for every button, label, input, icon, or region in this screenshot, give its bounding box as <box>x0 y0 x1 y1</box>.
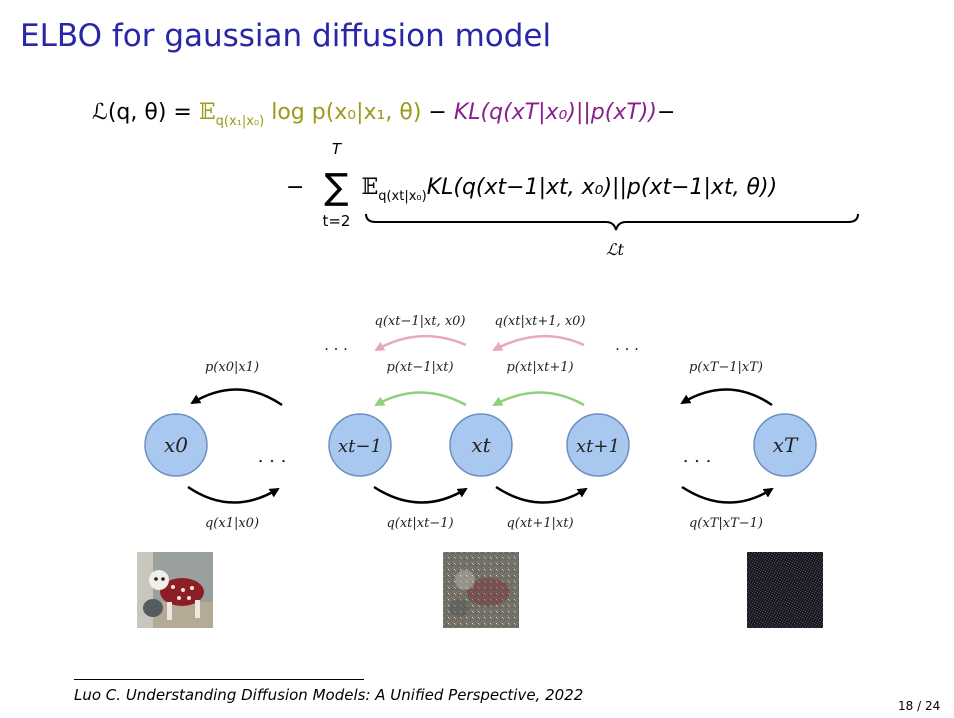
node-label-xt-minus-1: xt−1 <box>338 436 382 457</box>
black-bottom-arrow-3 <box>495 485 588 504</box>
label-p-xt-minus-1-given-xt: p(xt−1|xt) <box>386 360 453 375</box>
node-label-xt: xt <box>471 433 491 457</box>
sum-sigma: ∑ <box>324 167 349 208</box>
leading-minus: − <box>286 175 312 200</box>
node-x0 <box>144 413 208 477</box>
elbo-lhs: ℒ(q, θ) = <box>92 100 199 125</box>
label-q-xt-minus-1-given-xt-x0: q(xt−1|xt, x0) <box>375 314 466 329</box>
expectation-symbol-2: 𝔼 <box>361 175 379 200</box>
label-q-xt-plus-1-given-xt: q(xt+1|xt) <box>506 516 573 531</box>
black-bottom-arrow-1 <box>187 485 280 504</box>
summation: T ∑ t=2 <box>311 140 361 230</box>
trailing-minus: − <box>656 100 676 125</box>
black-bottom-arrow-2 <box>373 485 468 504</box>
underbrace <box>365 213 859 231</box>
ellipsis-top-left: . . . <box>324 336 348 354</box>
green-arrow-1 <box>374 391 467 407</box>
footnote-citation: Luo C. Understanding Diffusion Models: A… <box>74 686 584 704</box>
label-q-xT-given-xT-minus-1: q(xT|xT−1) <box>689 516 763 531</box>
node-xT <box>753 413 817 477</box>
noisy-dog-image <box>443 552 519 628</box>
expectation-subscript: q(x₁|x₀) <box>215 114 265 129</box>
slide-title: ELBO for gaussian diffusion model <box>20 18 552 54</box>
pink-arrow-1 <box>374 334 467 352</box>
green-arrow-2 <box>492 391 585 407</box>
node-label-xT: xT <box>773 433 799 457</box>
elbo-equation-line2: − T ∑ t=2 𝔼q(xt|x₀)KL(q(xt−1|xt, x₀)||p(xt−… <box>286 140 778 230</box>
prior-kl-term: KL(q(xT|x₀)||p(xT)) <box>453 100 657 125</box>
black-top-arrow-1 <box>190 388 283 407</box>
label-p-xt-given-xt-plus-1: p(xt|xt+1) <box>506 360 573 375</box>
minus-sign: − <box>428 100 454 125</box>
black-top-arrow-2 <box>680 388 773 407</box>
node-xt-plus-1 <box>566 413 630 477</box>
denoising-kl-term: KL(q(xt−1|xt, x₀)||p(xt−1|xt, θ)) <box>426 175 778 200</box>
ellipsis-middle-right: . . . <box>683 446 712 467</box>
node-label-xt-plus-1: xt+1 <box>576 436 620 457</box>
clean-dog-image <box>137 552 213 628</box>
black-bottom-arrow-4 <box>681 485 774 504</box>
underbrace-label: ℒt <box>606 240 624 259</box>
page-number: 18 / 24 <box>898 699 941 713</box>
sum-upper-limit: T <box>331 140 342 158</box>
node-xt <box>449 413 513 477</box>
label-q-xt-given-xt-minus-1: q(xt|xt−1) <box>386 516 453 531</box>
sum-lower-limit: t=2 <box>322 212 351 230</box>
node-xt-minus-1 <box>328 413 392 477</box>
footnote-rule <box>74 679 364 680</box>
label-q-xt-given-xt-plus-1-x0: q(xt|xt+1, x0) <box>495 314 586 329</box>
reconstruction-term: log p(x₀|x₁, θ) <box>264 100 429 125</box>
node-label-x0: x0 <box>164 433 188 457</box>
elbo-equation-line1: ℒ(q, θ) = 𝔼q(x₁|x₀) log p(x₀|x₁, θ) − KL… <box>92 100 675 129</box>
pure-noise-image <box>747 552 823 628</box>
label-p-x0-given-x1: p(x0|x1) <box>205 360 259 375</box>
ellipsis-middle-left: . . . <box>258 446 287 467</box>
pink-arrow-2 <box>492 334 585 352</box>
ellipsis-top-right: . . . <box>615 336 639 354</box>
expectation-symbol: 𝔼 <box>198 100 216 125</box>
label-p-xT-minus-1-given-xT: p(xT−1|xT) <box>689 360 763 375</box>
label-q-x1-given-x0: q(x1|x0) <box>205 516 259 531</box>
expectation-subscript-2: q(xt|x₀) <box>378 189 427 204</box>
